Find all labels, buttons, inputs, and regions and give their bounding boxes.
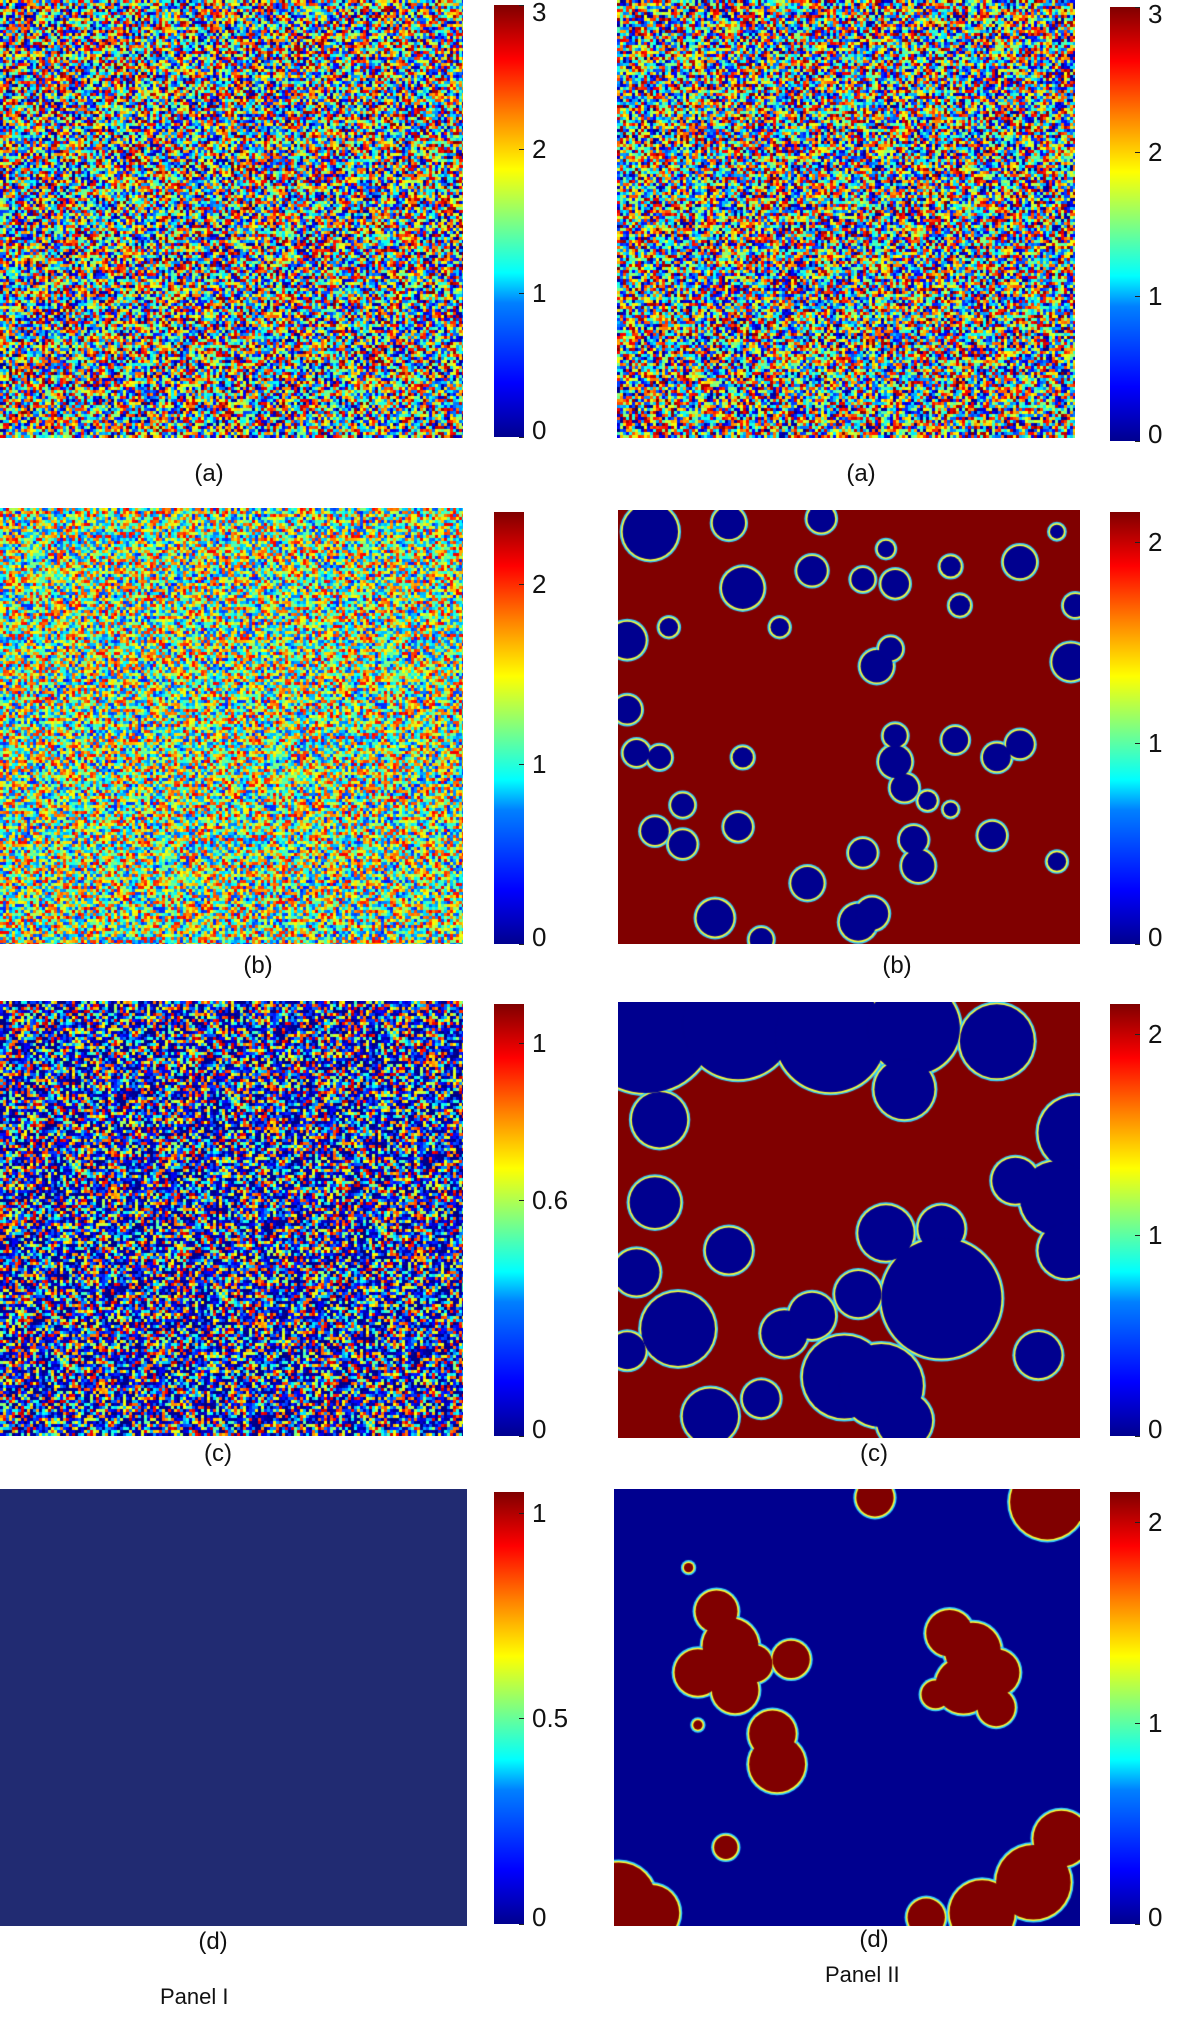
colorbar-tick-mark — [519, 1718, 524, 1719]
colorbar-tick-label: 0.5 — [532, 1703, 569, 1734]
colorbar-tick-mark — [1135, 296, 1140, 297]
colorbar-tick-mark — [519, 1200, 524, 1201]
colorbar-1c — [494, 1004, 524, 1436]
colorbar-tick-mark — [1135, 944, 1140, 945]
colorbar-2c — [1110, 1004, 1140, 1436]
subplot-label: (c) — [860, 1440, 888, 1467]
colorbar-tick-label: 1 — [1148, 281, 1163, 312]
colorbar-tick-mark — [519, 1043, 524, 1044]
colorbar-tick-mark — [1135, 1235, 1140, 1236]
colorbar-tick-mark — [519, 1513, 524, 1514]
subplot-label: (b) — [243, 952, 273, 979]
colorbar-tick-label: 1 — [1148, 1220, 1163, 1251]
colorbar-tick-label: 2 — [1148, 136, 1163, 167]
colorbar-tick-mark — [1135, 7, 1140, 8]
colorbar-tick-mark — [519, 149, 524, 150]
heatmap-1a — [0, 0, 463, 438]
colorbar-tick-mark — [519, 944, 524, 945]
heatmap-2b — [618, 510, 1080, 944]
colorbar-tick-label: 1 — [1148, 1708, 1163, 1739]
colorbar-tick-label: 0 — [1148, 1902, 1163, 1932]
colorbar-1b — [494, 512, 524, 944]
colorbar-tick-label: 1 — [532, 1497, 547, 1528]
subplot-label: (d) — [198, 1928, 228, 1955]
colorbar-tick-label: 0 — [532, 415, 547, 445]
colorbar-tick-label: 2 — [1148, 1019, 1163, 1050]
colorbar-1a — [494, 5, 524, 437]
colorbar-tick-mark — [1135, 1436, 1140, 1437]
heatmap-1d — [0, 1489, 467, 1926]
colorbar-tick-label: 1 — [532, 1028, 547, 1059]
colorbar-tick-label: 2 — [1148, 527, 1163, 558]
heatmap-2d — [614, 1489, 1080, 1926]
subplot-label: (a) — [194, 460, 224, 487]
colorbar-tick-mark — [1135, 441, 1140, 442]
colorbar-tick-mark — [519, 437, 524, 438]
heatmap-1c — [0, 1001, 463, 1436]
colorbar-tick-mark — [1135, 743, 1140, 744]
colorbar-2d — [1110, 1492, 1140, 1924]
colorbar-tick-label: 2 — [532, 134, 547, 164]
colorbar-2b — [1110, 512, 1140, 944]
colorbar-tick-label: 1 — [1148, 728, 1163, 759]
colorbar-tick-mark — [519, 293, 524, 294]
colorbar-tick-label: 3 — [1148, 0, 1163, 29]
colorbar-1d — [494, 1492, 524, 1924]
colorbar-tick-mark — [519, 764, 524, 765]
colorbar-tick-label: 0 — [1148, 1414, 1163, 1444]
colorbar-tick-label: 0 — [1148, 419, 1163, 449]
colorbar-tick-label: 1 — [532, 749, 547, 779]
heatmap-2a — [617, 0, 1075, 438]
subplot-label: (d) — [859, 1926, 889, 1953]
colorbar-tick-mark — [1135, 542, 1140, 543]
subplot-label: (b) — [882, 952, 912, 979]
colorbar-tick-label: 0 — [1148, 922, 1163, 952]
colorbar-tick-label: 0 — [532, 1902, 547, 1932]
heatmap-1b — [0, 508, 463, 944]
colorbar-2a — [1110, 7, 1140, 441]
subplot-label: (c) — [204, 1440, 232, 1467]
heatmap-2c — [618, 1002, 1080, 1438]
colorbar-tick-mark — [519, 5, 524, 6]
panel-title-2: Panel II — [825, 1962, 900, 1987]
colorbar-tick-label: 2 — [532, 569, 547, 599]
colorbar-tick-label: 0.6 — [532, 1185, 569, 1216]
subplot-label: (a) — [846, 460, 876, 487]
colorbar-tick-mark — [519, 1436, 524, 1437]
colorbar-tick-label: 0 — [532, 1414, 547, 1444]
panel-title-1: Panel I — [160, 1984, 229, 2009]
colorbar-tick-label: 2 — [1148, 1507, 1163, 1538]
colorbar-tick-mark — [1135, 1723, 1140, 1724]
colorbar-tick-mark — [1135, 1034, 1140, 1035]
colorbar-tick-label: 3 — [532, 0, 547, 27]
colorbar-tick-label: 1 — [532, 278, 547, 308]
colorbar-tick-mark — [519, 584, 524, 585]
colorbar-tick-mark — [1135, 1522, 1140, 1523]
colorbar-tick-label: 0 — [532, 922, 547, 952]
colorbar-tick-mark — [1135, 152, 1140, 153]
colorbar-tick-mark — [1135, 1924, 1140, 1925]
colorbar-tick-mark — [519, 1924, 524, 1925]
